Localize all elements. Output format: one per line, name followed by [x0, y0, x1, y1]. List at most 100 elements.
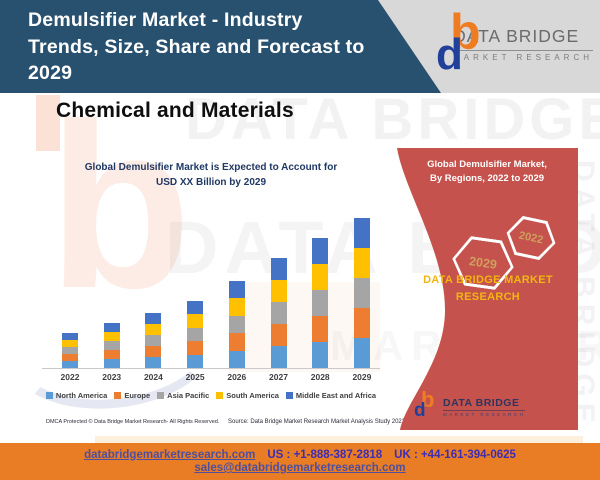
chart-legend: North America Europe Asia Pacific South Ame… — [42, 391, 380, 400]
legend-label: South America — [226, 391, 279, 400]
dmca-note: DMCA Protected © Data Bridge Market Rese… — [46, 419, 220, 425]
databridge-logo-icon: b d — [436, 7, 481, 79]
source-note: Source: Data Bridge Market Research Mark… — [228, 419, 406, 425]
header-banner: Demulsifier Market - Industry Trends, Si… — [0, 0, 600, 93]
bar-segment — [103, 323, 120, 332]
side-panel-title-line1: Global Demulsifier Market, — [427, 159, 547, 170]
bar-segment — [353, 278, 370, 308]
us-phone: US : +1-888-387-2818 — [267, 449, 383, 461]
website-link[interactable]: databridgemarketresearch.com — [84, 449, 256, 461]
bar-segment — [228, 298, 245, 316]
stacked-bar-2023 — [103, 323, 120, 368]
x-axis-label: 2027 — [269, 372, 288, 382]
logo-brand-text: DATA BRIDGE — [453, 26, 580, 46]
bar-segment — [228, 350, 245, 368]
x-axis-label: 2023 — [102, 372, 122, 382]
bar-segment — [270, 302, 287, 324]
bar-segment — [353, 248, 370, 278]
logo-d-glyph: d — [436, 30, 463, 79]
uk-phone: UK : +44-161-394-0625 — [394, 449, 516, 461]
x-axis-label: 2028 — [310, 372, 330, 382]
chart-title-line1: Global Demulsifier Market is Expected to… — [84, 162, 338, 173]
footer-bar: databridgemarketresearch.com US : +1-888… — [0, 443, 600, 480]
bar-segment — [103, 332, 120, 341]
email-link[interactable]: sales@databridgemarketresearch.com — [194, 462, 406, 474]
stacked-bar-2024 — [145, 313, 162, 368]
category-heading: Chemical and Materials — [56, 99, 294, 122]
bar-segment — [270, 280, 287, 302]
x-axis-label: 2024 — [143, 372, 163, 382]
x-axis-labels: 2022 2023 2024 2025 2026 2027 2028 2029 — [42, 369, 380, 382]
legend-label: North America — [55, 391, 108, 400]
x-axis-label: 2025 — [185, 372, 205, 382]
chart-plot-area — [42, 198, 380, 369]
bar-segment — [312, 238, 329, 264]
bar-segment — [187, 314, 204, 328]
bar-segment — [62, 361, 78, 368]
bar-segment — [62, 347, 78, 354]
legend-swatch — [114, 392, 122, 399]
logo-brand-text: DATA BRIDGE — [443, 397, 526, 411]
bar-segment — [228, 315, 245, 333]
legend-label: Middle East and Africa — [295, 391, 377, 400]
databridge-logo-icon: b d — [414, 387, 440, 422]
header-navy-shape — [0, 0, 441, 93]
x-axis-label: 2029 — [352, 372, 372, 382]
legend-item: Europe — [114, 391, 150, 400]
side-panel-brand-caption: DATA BRIDGE MARKET RESEARCH — [423, 274, 553, 304]
bar-segment — [187, 354, 204, 368]
bar-segment — [62, 354, 78, 361]
bar-segment — [353, 338, 370, 368]
stacked-bar-2027 — [270, 258, 287, 368]
bar-segment — [312, 342, 329, 368]
databridge-logo: b d DATA BRIDGE MARKET RESEARCH — [436, 7, 593, 81]
bar-segment — [270, 258, 287, 280]
side-panel-title: Global Demulsifier Market, By Regions, 2… — [412, 158, 562, 187]
page-title: Demulsifier Market - Industry Trends, Si… — [28, 9, 365, 85]
stacked-bar-2022 — [62, 333, 78, 368]
bar-segment — [145, 357, 162, 368]
bar-segment — [353, 308, 370, 338]
x-axis-label: 2026 — [227, 372, 247, 382]
bar-segment — [187, 341, 204, 355]
logo-b-glyph: b — [450, 4, 481, 60]
legend-item: Asia Pacific — [157, 391, 209, 400]
bar-segment — [312, 264, 329, 290]
legend-label: Europe — [124, 391, 151, 400]
bar-segment — [228, 333, 245, 351]
bar-segment — [145, 313, 162, 324]
bar-segment — [103, 341, 120, 350]
bar-segment — [145, 346, 162, 357]
legend-swatch — [45, 392, 53, 399]
bar-segment — [103, 350, 120, 359]
bar-segment — [103, 359, 120, 368]
side-panel-logo: b d DATA BRIDGE MARKET RESEARCH — [414, 387, 526, 422]
logo-tagline-text: MARKET RESEARCH — [453, 53, 593, 62]
legend-item: Middle East and Africa — [285, 391, 377, 400]
bar-segment — [228, 280, 245, 298]
chart-title: Global Demulsifier Market is Expected to… — [42, 160, 380, 190]
stacked-bar-2025 — [187, 300, 204, 368]
bar-segment — [145, 324, 162, 335]
x-axis-label: 2022 — [60, 372, 80, 382]
logo-b-glyph: b — [421, 387, 435, 412]
legend-label: Asia Pacific — [167, 391, 210, 400]
stacked-bar-2029 — [353, 218, 370, 368]
bar-segment — [62, 333, 78, 340]
side-panel-title-line2: By Regions, 2022 to 2029 — [429, 173, 545, 185]
logo-divider — [453, 50, 593, 51]
legend-item: South America — [216, 391, 279, 400]
stacked-bar-chart: Global Demulsifier Market is Expected to… — [42, 160, 380, 400]
logo-tagline-text: MARKET RESEARCH — [443, 412, 526, 417]
bar-segment — [145, 335, 162, 346]
chart-title-line2: USD XX Billion by 2029 — [155, 177, 267, 188]
legend-swatch — [216, 392, 224, 399]
bar-segment — [187, 327, 204, 341]
logo-d-glyph: d — [414, 400, 426, 421]
bar-segment — [270, 346, 287, 368]
bar-segment — [312, 316, 329, 342]
stacked-bar-2026 — [228, 280, 245, 368]
bar-segment — [270, 324, 287, 346]
watermark-strip — [95, 436, 583, 443]
